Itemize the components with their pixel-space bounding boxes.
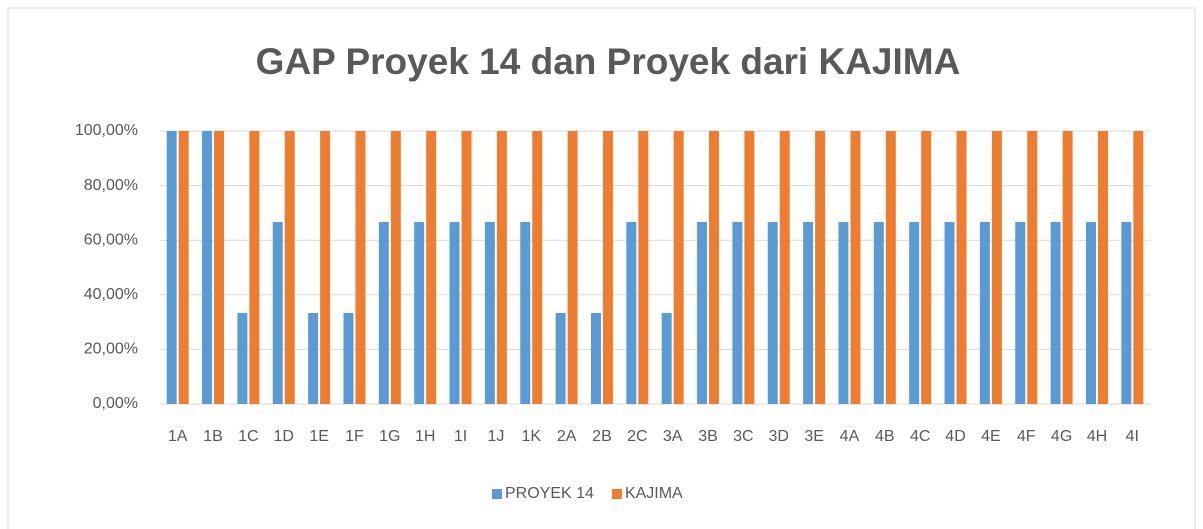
x-tick-label: 4D bbox=[945, 428, 965, 445]
bar bbox=[732, 221, 743, 404]
bar bbox=[626, 221, 637, 404]
x-tick-label: 1C bbox=[238, 428, 258, 445]
bar bbox=[166, 131, 177, 404]
bar bbox=[484, 221, 495, 404]
bar bbox=[202, 131, 213, 404]
y-tick-label: 0,00% bbox=[93, 395, 138, 412]
x-tick-label: 4A bbox=[840, 428, 860, 445]
bar bbox=[449, 221, 460, 404]
bar bbox=[284, 131, 295, 404]
x-tick-label: 3E bbox=[804, 428, 824, 445]
legend-label: KAJIMA bbox=[625, 485, 683, 502]
bar bbox=[378, 221, 389, 404]
bar bbox=[178, 131, 189, 404]
x-tick-label: 3B bbox=[698, 428, 718, 445]
x-tick-label: 1K bbox=[521, 428, 541, 445]
bar bbox=[944, 221, 955, 404]
bar bbox=[532, 131, 543, 404]
bar bbox=[567, 131, 578, 404]
bar bbox=[661, 313, 672, 404]
y-tick-label: 80,00% bbox=[84, 177, 138, 194]
bar bbox=[555, 313, 566, 404]
x-tick-label: 4C bbox=[910, 428, 930, 445]
bar bbox=[249, 131, 260, 404]
bar bbox=[1050, 221, 1061, 404]
x-tick-label: 1I bbox=[454, 428, 467, 445]
bar bbox=[885, 131, 896, 404]
x-tick-label: 1G bbox=[379, 428, 400, 445]
x-tick-label: 1D bbox=[274, 428, 294, 445]
bar bbox=[673, 131, 684, 404]
x-tick-label: 2B bbox=[592, 428, 612, 445]
bar bbox=[803, 221, 814, 404]
bar bbox=[390, 131, 401, 404]
bar bbox=[602, 131, 613, 404]
bar bbox=[308, 313, 319, 404]
x-tick-label: 3D bbox=[769, 428, 789, 445]
bar bbox=[744, 131, 755, 404]
bar bbox=[850, 131, 861, 404]
bar bbox=[1015, 221, 1026, 404]
x-tick-label: 1A bbox=[168, 428, 188, 445]
x-tick-label: 4I bbox=[1126, 428, 1139, 445]
bar bbox=[414, 221, 425, 404]
bar bbox=[1085, 221, 1096, 404]
bar bbox=[426, 131, 437, 404]
bar bbox=[520, 221, 531, 404]
x-tick-label: 1B bbox=[203, 428, 223, 445]
y-tick-label: 100,00% bbox=[75, 122, 138, 139]
x-tick-label: 4H bbox=[1087, 428, 1107, 445]
bar bbox=[1027, 131, 1038, 404]
legend-label: PROYEK 14 bbox=[505, 485, 594, 502]
bar bbox=[1097, 131, 1108, 404]
bar bbox=[590, 313, 601, 404]
bar bbox=[496, 131, 507, 404]
x-tick-label: 3A bbox=[663, 428, 683, 445]
x-tick-label: 1H bbox=[415, 428, 435, 445]
legend-swatch bbox=[492, 489, 502, 499]
bar bbox=[873, 221, 884, 404]
bar bbox=[838, 221, 849, 404]
y-tick-label: 20,00% bbox=[84, 341, 138, 358]
bar bbox=[709, 131, 720, 404]
x-tick-label: 1J bbox=[487, 428, 504, 445]
chart-title: GAP Proyek 14 dan Proyek dari KAJIMA bbox=[256, 41, 961, 82]
bar bbox=[991, 131, 1002, 404]
x-tick-label: 1E bbox=[309, 428, 329, 445]
bar bbox=[909, 221, 920, 404]
x-tick-label: 3C bbox=[733, 428, 753, 445]
y-tick-label: 60,00% bbox=[84, 231, 138, 248]
bar bbox=[1121, 221, 1132, 404]
bar bbox=[461, 131, 472, 404]
x-tick-label: 4E bbox=[981, 428, 1001, 445]
bar bbox=[767, 221, 778, 404]
bar bbox=[979, 221, 990, 404]
x-tick-label: 2C bbox=[627, 428, 647, 445]
bar bbox=[815, 131, 826, 404]
bar bbox=[343, 313, 354, 404]
x-tick-label: 2A bbox=[557, 428, 577, 445]
bar bbox=[779, 131, 790, 404]
x-tick-label: 4F bbox=[1017, 428, 1036, 445]
bar bbox=[237, 313, 248, 404]
bar bbox=[956, 131, 967, 404]
bar bbox=[1062, 131, 1073, 404]
bar bbox=[697, 221, 708, 404]
y-tick-label: 40,00% bbox=[84, 286, 138, 303]
bar bbox=[921, 131, 932, 404]
bar bbox=[355, 131, 366, 404]
bar bbox=[638, 131, 649, 404]
bar bbox=[272, 221, 283, 404]
x-tick-label: 4B bbox=[875, 428, 895, 445]
bar bbox=[214, 131, 225, 404]
bar bbox=[1133, 131, 1144, 404]
x-tick-label: 1F bbox=[345, 428, 364, 445]
x-tick-label: 4G bbox=[1051, 428, 1072, 445]
legend-swatch bbox=[611, 489, 622, 499]
bar bbox=[320, 131, 331, 404]
